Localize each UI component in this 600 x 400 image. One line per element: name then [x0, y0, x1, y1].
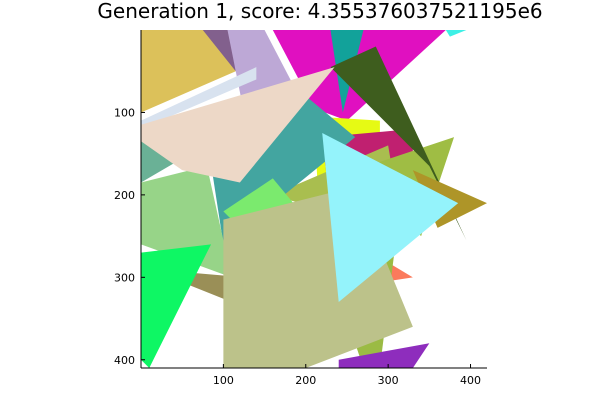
triangle-19: [141, 244, 212, 368]
triangles-layer: [141, 30, 488, 368]
axes: 100 200 300 400 100 200 300 400: [114, 30, 487, 387]
triangle-6: [445, 30, 467, 37]
plot-title: Generation 1, score: 4.355376037521195e6: [97, 0, 542, 23]
generated-image: [141, 30, 488, 368]
triangle-20: [141, 67, 335, 183]
triangle-8: [141, 67, 257, 129]
y-tick-label: 300: [114, 271, 135, 284]
x-tick-label: 300: [378, 374, 399, 387]
triangle-13: [330, 46, 467, 241]
triangle-25: [322, 133, 459, 303]
triangle-23: [338, 343, 430, 368]
y-tick-label: 100: [114, 106, 135, 119]
triangle-2: [141, 30, 236, 113]
x-tick-label: 400: [460, 374, 481, 387]
x-ticks: 100 200 300 400: [213, 364, 481, 387]
x-tick-label: 200: [295, 374, 316, 387]
y-tick-label: 200: [114, 189, 135, 202]
y-tick-label: 400: [114, 354, 135, 367]
y-ticks: 100 200 300 400: [114, 106, 145, 367]
triangle-18: [141, 166, 232, 278]
x-tick-label: 100: [213, 374, 234, 387]
